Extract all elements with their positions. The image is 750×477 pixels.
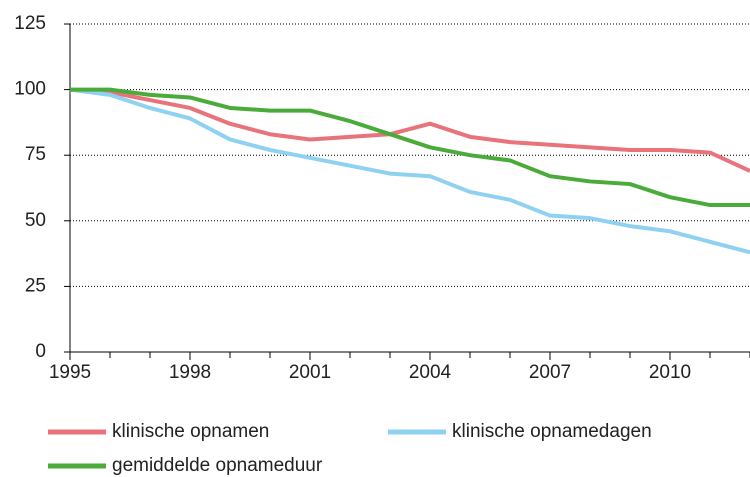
y-tick-label: 0 xyxy=(35,341,46,362)
x-tick-label: 2001 xyxy=(289,362,331,383)
x-tick-label: 1995 xyxy=(49,362,91,383)
y-tick-label: 25 xyxy=(25,275,46,296)
legend-label: klinische opnamedagen xyxy=(452,421,652,442)
y-tick-label: 75 xyxy=(25,144,46,165)
x-tick-label: 2004 xyxy=(409,362,452,383)
legend-label: klinische opnamen xyxy=(112,421,269,442)
x-tick-label: 1998 xyxy=(169,362,211,383)
series-line xyxy=(69,87,750,173)
x-tick-label: 2007 xyxy=(529,362,571,383)
y-tick-label: 50 xyxy=(25,210,46,231)
legend-label: gemiddelde opnameduur xyxy=(112,455,323,476)
y-tick-label: 100 xyxy=(14,79,46,100)
y-tick-label: 125 xyxy=(14,13,46,34)
x-tick-label: 2010 xyxy=(649,362,691,383)
series-line xyxy=(69,87,750,255)
series-line xyxy=(70,87,750,208)
